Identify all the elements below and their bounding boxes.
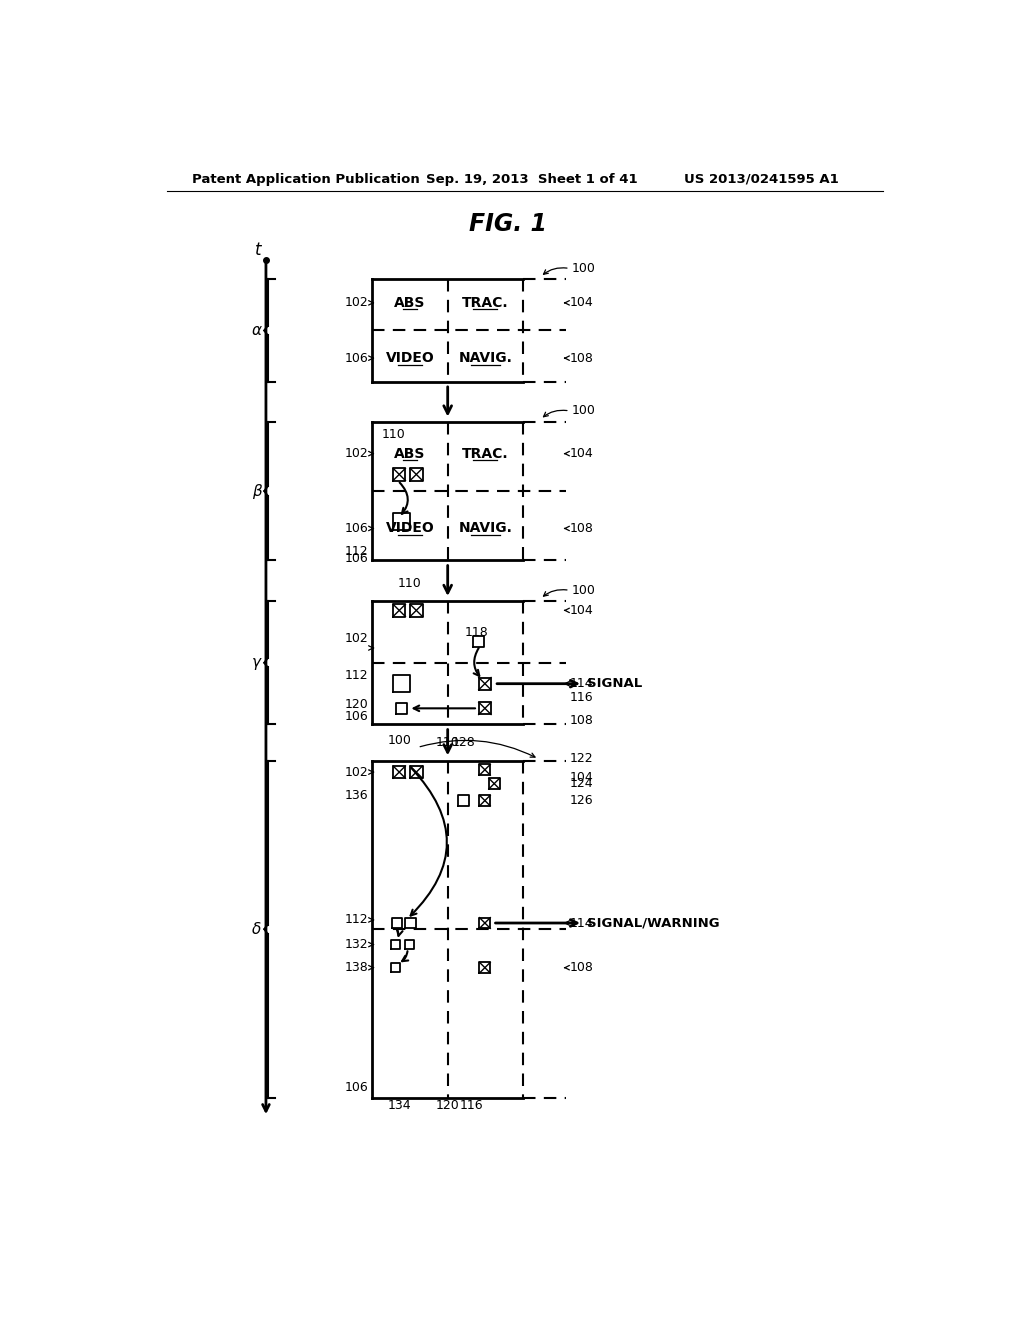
Text: 116: 116 [569,690,593,704]
Text: 112: 112 [345,545,369,557]
Text: 106: 106 [344,351,369,364]
Text: 122: 122 [569,752,593,766]
Text: 102: 102 [344,297,369,309]
Text: 120: 120 [344,698,369,711]
Text: 104: 104 [569,447,594,461]
Text: 102: 102 [344,631,369,644]
Text: FIG. 1: FIG. 1 [469,211,547,236]
Text: ABS: ABS [394,446,426,461]
Text: SIGNAL/WARNING: SIGNAL/WARNING [587,916,720,929]
Text: 104: 104 [569,603,594,616]
Text: δ: δ [252,921,261,937]
Text: TRAC.: TRAC. [462,296,509,310]
Text: Sep. 19, 2013  Sheet 1 of 41: Sep. 19, 2013 Sheet 1 of 41 [426,173,638,186]
Text: 108: 108 [569,961,594,974]
Text: ABS: ABS [394,296,426,310]
Text: 134: 134 [388,1100,412,1113]
Text: 106: 106 [344,710,369,723]
Text: 106: 106 [344,552,369,565]
Text: α: α [252,323,262,338]
Text: 106: 106 [344,521,369,535]
Text: 104: 104 [569,771,594,784]
Text: 128: 128 [452,737,475,748]
Text: β: β [252,483,261,499]
Text: 102: 102 [344,447,369,461]
Text: 112: 112 [345,668,369,681]
Text: 114: 114 [569,677,593,690]
Text: 106: 106 [344,1081,369,1094]
Text: 138: 138 [344,961,369,974]
Text: 102: 102 [344,766,369,779]
Text: t: t [255,240,261,259]
Text: NAVIG.: NAVIG. [459,351,512,366]
Text: 112: 112 [345,913,369,927]
Text: SIGNAL: SIGNAL [587,677,642,690]
Text: 116: 116 [460,1100,483,1113]
Text: 132: 132 [345,939,369,952]
Text: VIDEO: VIDEO [385,521,434,536]
Text: NAVIG.: NAVIG. [459,521,512,536]
Text: VIDEO: VIDEO [385,351,434,366]
Text: 136: 136 [345,788,369,801]
Text: 100: 100 [572,404,596,417]
Text: 114: 114 [569,916,593,929]
Text: 108: 108 [569,351,594,364]
Text: TRAC.: TRAC. [462,446,509,461]
Text: 100: 100 [572,261,596,275]
Text: 110: 110 [381,428,406,441]
Text: 124: 124 [569,777,593,791]
Text: 100: 100 [572,583,596,597]
Text: 126: 126 [569,795,593,807]
Text: 110: 110 [436,737,460,748]
Text: 120: 120 [436,1100,460,1113]
Text: 118: 118 [465,626,488,639]
Text: US 2013/0241595 A1: US 2013/0241595 A1 [684,173,840,186]
Text: γ: γ [252,655,261,671]
Text: 100: 100 [387,734,411,747]
Text: Patent Application Publication: Patent Application Publication [191,173,419,186]
Text: 108: 108 [569,714,594,727]
Text: 104: 104 [569,297,594,309]
Text: 110: 110 [398,577,422,590]
Text: 108: 108 [569,521,594,535]
